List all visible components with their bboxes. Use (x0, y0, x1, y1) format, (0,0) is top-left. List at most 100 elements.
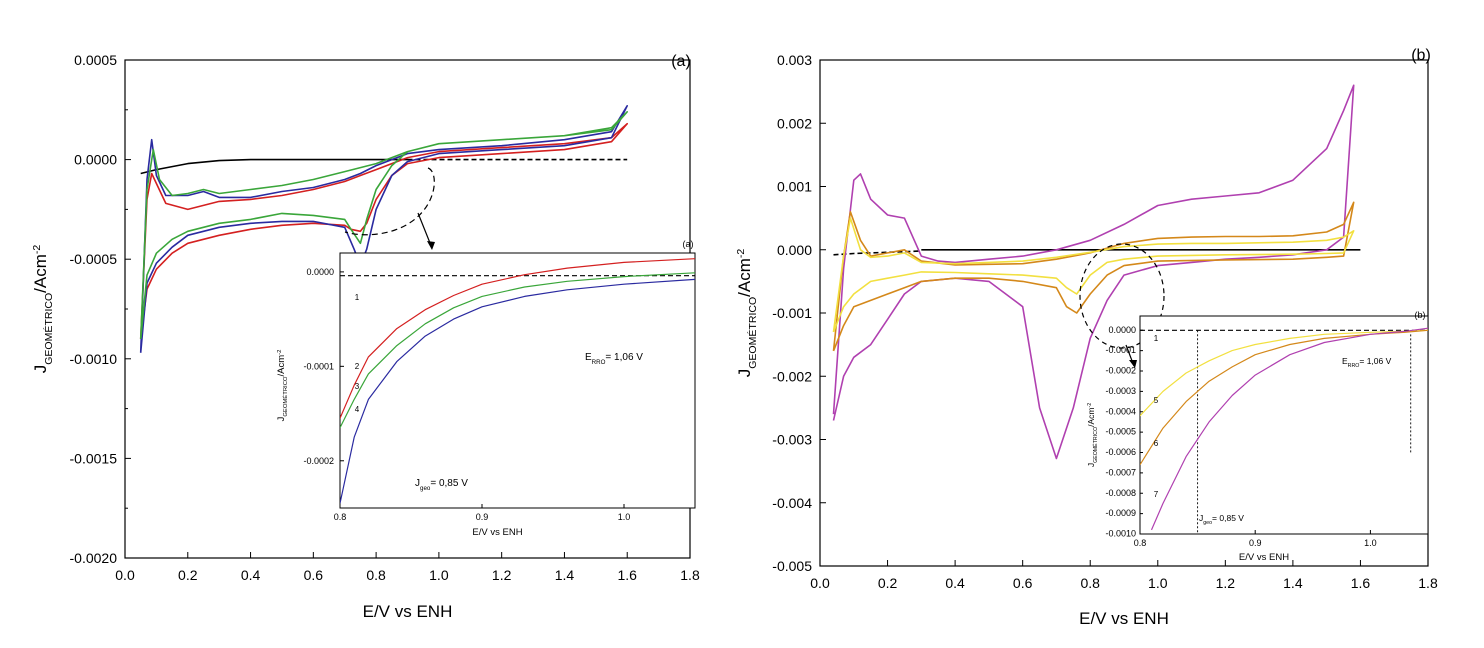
panel-b-inset-note-erro-part: = 1,06 V (1359, 356, 1391, 366)
panel-a-inset-series-3 (340, 278, 695, 504)
panel-a-inset-note-erro-part: = 1,06 V (605, 352, 643, 363)
panel-b-panel-label: (b) (1411, 47, 1431, 64)
panel-b: 0.0 0.2 0.4 0.6 0.8 1.0 1.2 1.4 1.6 1.8 0.003 0.002… (735, 47, 1438, 628)
panel-b-inset-xtick-label: 0.9 (1249, 538, 1262, 548)
panel-a-xtick-label: 1.4 (555, 567, 575, 583)
panel-b-inset-note-erro-part: E (1342, 356, 1348, 366)
panel-b-ytick-label: -0.003 (772, 432, 812, 448)
panel-a-inset-ylabel: JGEOMÉTRICO/Acm-2 (276, 350, 289, 422)
panel-b-series-3 (832, 201, 1355, 352)
panel-b-inset-xtick-label: 0.8 (1134, 538, 1147, 548)
panel-a-inset-ylabel-part: /Acm (276, 355, 287, 377)
panel-a-ylabel-part: J (31, 365, 50, 374)
panel-b-inset-xtick-label: 1.0 (1364, 538, 1377, 548)
panel-b-xtick-label: 0.4 (945, 575, 965, 591)
panel-b-ytick-label: -0.005 (772, 558, 812, 574)
panel-b-inset-ytick-label: -0.0003 (1105, 386, 1136, 396)
panel-b-series-2 (832, 84, 1355, 460)
panel-a-inset-note-jgeo: Jgeo= 0,85 V (415, 478, 468, 492)
panel-a-inset-ytick-label: 0.0000 (306, 267, 334, 277)
panel-b-ytick-label: 0.003 (777, 52, 812, 68)
panel-a-inset-ylabel-part: -2 (277, 350, 283, 355)
panel-b-zoom-ellipse (1079, 243, 1165, 349)
panel-b-inset-ytick-label: -0.0009 (1105, 508, 1136, 518)
panel-a-zoom-ellipse (344, 167, 435, 236)
panel-a-inset-note-erro-part: RRO (592, 359, 606, 366)
panel-a-xtick-label: 0.0 (115, 567, 135, 583)
panel-b-xtick-label: 1.4 (1283, 575, 1303, 591)
panel-b-inset-note-erro-part: RRO (1348, 363, 1360, 369)
panel-b-ytick-label: 0.000 (777, 242, 812, 258)
panel-b-inset-frame (1139, 315, 1429, 535)
panel-a-inset-xtick-label: 0.8 (334, 512, 347, 522)
panel-b-series-4 (832, 217, 1355, 333)
panel-a-ytick-label: -0.0010 (70, 351, 118, 367)
panel-a-inset-note-erro: ERRO= 1,06 V (585, 352, 643, 366)
panel-a-panel-label: (a) (671, 53, 691, 70)
panel-b-inset-note-jgeo-part: = 0,85 V (1212, 513, 1244, 523)
panel-b-inset-ytick-label: -0.0004 (1105, 406, 1136, 416)
panel-a-ylabel: JGEOMÉTRICO/Acm-2 (31, 245, 55, 374)
panel-b-inset-series-3 (1150, 327, 1428, 531)
panel-a-inset-curve-label: 2 (355, 362, 360, 371)
panel-a-ytick-label: -0.0020 (70, 550, 118, 566)
panel-a-ytick-label: -0.0015 (70, 450, 118, 466)
panel-b-xtick-label: 0.2 (878, 575, 898, 591)
panel-a-ytick-label: 0.0000 (74, 152, 117, 168)
panel-a-ytick-label: 0.0005 (74, 52, 117, 68)
panel-a-inset-series-1 (340, 258, 695, 419)
panel-a-xtick-label: 1.0 (429, 567, 449, 583)
panel-a-ylabel-part: /Acm (31, 254, 50, 293)
panel-b-inset-ylabel: JGEOMÉTRICO/Acm-2 (1086, 403, 1099, 467)
panel-b-inset-note-jgeo-part: geo (1203, 520, 1212, 526)
panel-b-inset-ylabel-part: J (1086, 463, 1096, 467)
panel-b-xlabel: E/V vs ENH (1079, 609, 1169, 628)
panel-a-inset-curve-label: 1 (355, 293, 360, 302)
panel-a-inset-frame (339, 252, 696, 509)
panel-a-xtick-label: 1.8 (680, 567, 700, 583)
panel-a-inset-curve-label: 3 (355, 382, 360, 391)
panel-a-series-2 (139, 122, 628, 340)
panel-a: 0.0 0.2 0.4 0.6 0.8 1.0 1.2 1.4 1.6 1.8 0.0005 0.00… (31, 52, 700, 621)
panel-b-inset-curve-label: 1 (1154, 334, 1159, 343)
panel-b-inset-ylabel-part: /Acm (1086, 408, 1096, 427)
panel-a-ytick-label: -0.0005 (70, 251, 118, 267)
panel-b-inset-note-erro: ERRO= 1,06 V (1342, 356, 1392, 369)
panel-b-inset-ytick-label: 0.0000 (1108, 325, 1136, 335)
panel-b-inset-ytick-label: -0.0002 (1105, 366, 1136, 376)
panel-a-inset-note-jgeo-part: geo (420, 485, 431, 492)
panel-b-zoom-arrowhead (1129, 360, 1137, 368)
panel-a-zoom-arrowhead (427, 241, 435, 250)
panel-a-xtick-label: 1.6 (617, 567, 637, 583)
panel-a-inset-curve-label: 4 (355, 405, 360, 414)
panel-a-inset-ytick-label: -0.0001 (303, 361, 334, 371)
panel-a-xtick-label: 0.4 (241, 567, 261, 583)
panel-a-inset-note-jgeo-part: J (415, 478, 420, 489)
panel-b-xtick-label: 0.8 (1080, 575, 1100, 591)
panel-b-ytick-label: -0.002 (772, 368, 812, 384)
panel-b-ylabel: JGEOMÉTRICO/Acm-2 (735, 249, 759, 378)
panel-b-inset-curve-label: 7 (1154, 490, 1159, 499)
panel-b-xtick-label: 1.6 (1351, 575, 1371, 591)
panel-b-inset-ytick-label: -0.0008 (1105, 488, 1136, 498)
panel-b-ytick-label: 0.002 (777, 115, 812, 131)
panel-b-xtick-label: 1.2 (1216, 575, 1236, 591)
panel-b-inset-note-jgeo-part: J (1199, 513, 1203, 523)
panel-a-xtick-label: 0.2 (178, 567, 198, 583)
panel-b-xtick-label: 1.0 (1148, 575, 1168, 591)
panel-a-series-4 (139, 111, 628, 339)
panel-b-ytick-label: 0.001 (777, 179, 812, 195)
panel-b-ylabel-part: /Acm (735, 258, 754, 297)
panel-b-ylabel-part: J (735, 369, 754, 378)
panel-a-inset-label: (a) (683, 239, 694, 249)
panel-b-ytick-label: -0.004 (772, 495, 812, 511)
panel-a-inset-xlabel: E/V vs ENH (472, 527, 522, 538)
panel-a-inset-note-jgeo-part: = 0,85 V (430, 478, 468, 489)
panel-a-inset-ylabel-part: GEOMÉTRICO (282, 376, 289, 417)
panel-b-ytick-label: -0.001 (772, 305, 812, 321)
panel-b-xtick-label: 1.8 (1418, 575, 1438, 591)
panel-b-inset-ylabel-part: GEOMÉTRICO (1092, 427, 1099, 463)
panel-b-inset-ytick-label: -0.0001 (1105, 345, 1136, 355)
panel-a-inset-ylabel-part: J (276, 416, 287, 421)
